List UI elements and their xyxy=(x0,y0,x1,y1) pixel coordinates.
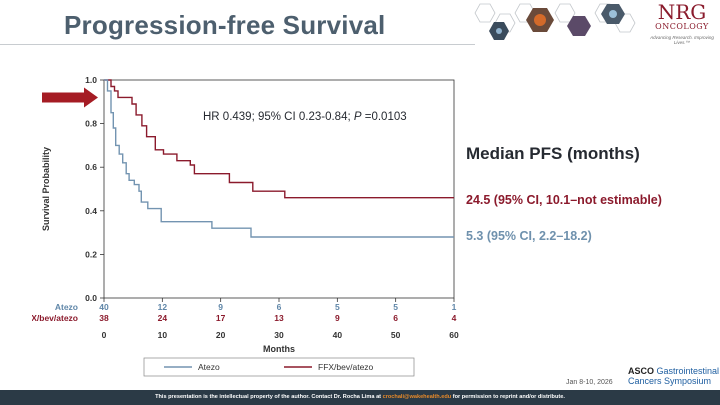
hr-annotation: HR 0.439; 95% CI 0.23-0.84; P =0.0103 xyxy=(203,111,407,123)
risk-count: 6 xyxy=(393,313,398,323)
x-tick-label: 40 xyxy=(333,330,343,340)
pointer-arrow-icon xyxy=(42,87,98,108)
asco-line1: Gastrointestinal xyxy=(656,366,720,376)
x-tick-label: 0 xyxy=(102,330,107,340)
y-axis-label: Survival Probability xyxy=(41,147,51,231)
chart-series xyxy=(104,79,454,238)
asco-line2: Cancers Symposium xyxy=(628,376,712,386)
y-tick-label: 1.0 xyxy=(85,75,97,85)
logo-tagline: Advancing Research. Improving Lives.™ xyxy=(650,35,714,45)
asco-brand: ASCO xyxy=(628,366,655,376)
median-ffx: 24.5 (95% CI, 10.1–not estimable) xyxy=(466,193,662,207)
chart-legend: Atezo FFX/bev/atezo xyxy=(143,357,415,377)
hr-p: P xyxy=(354,111,362,123)
risk-count: 40 xyxy=(99,302,109,312)
x-tick-label: 10 xyxy=(158,330,168,340)
x-tick-label: 50 xyxy=(391,330,401,340)
y-tick-label: 0.2 xyxy=(85,249,97,259)
risk-count: 38 xyxy=(99,313,109,323)
risk-count: 4 xyxy=(452,313,457,323)
risk-count: 9 xyxy=(335,313,340,323)
x-tick-label: 30 xyxy=(274,330,284,340)
hr-suffix: =0.0103 xyxy=(362,111,407,123)
risk-count: 24 xyxy=(158,313,168,323)
meeting-date: Jan 8-10, 2026 xyxy=(566,379,613,386)
legend-label: Atezo xyxy=(198,362,220,372)
median-atezo: 5.3 (95% CI, 2.2–18.2) xyxy=(466,229,592,243)
footer-email[interactable]: crochali@wakehealth.edu xyxy=(382,394,452,400)
y-tick-label: 0.6 xyxy=(85,162,97,172)
hexagon-decoration xyxy=(474,3,636,40)
risk-count: 5 xyxy=(393,302,398,312)
logo-sub: ONCOLOGY xyxy=(655,22,709,31)
x-tick-label: 20 xyxy=(216,330,226,340)
x-axis-label: Months xyxy=(263,344,295,354)
footer-notice: This presentation is the intellectual pr… xyxy=(0,390,720,405)
risk-count: 13 xyxy=(274,313,284,323)
km-curve-ffx-bev-atezo xyxy=(104,79,454,199)
risk-count: 17 xyxy=(216,313,226,323)
risk-row-label: Atezo xyxy=(55,302,78,312)
nrg-oncology-logo: NRG ONCOLOGY Advancing Research. Improvi… xyxy=(646,2,718,45)
x-tick-label: 60 xyxy=(449,330,459,340)
footer-pre: This presentation is the intellectual pr… xyxy=(155,394,383,400)
slide-title: Progression-free Survival xyxy=(64,10,386,40)
risk-count: 9 xyxy=(218,302,223,312)
km-curve-atezo xyxy=(104,79,454,238)
y-tick-label: 0.8 xyxy=(85,119,97,129)
footer-post: for permission to reprint and/or distrib… xyxy=(451,394,565,400)
risk-count: 5 xyxy=(335,302,340,312)
logo-name: NRG xyxy=(657,0,707,24)
legend-label: FFX/bev/atezo xyxy=(318,362,374,372)
km-chart: 0.0 0.2 0.4 0.6 0.8 1.0 0 10 20 30 40 50 60 Months Sur… xyxy=(32,75,459,377)
asco-logo: ASCO Gastrointestinal Cancers Symposium xyxy=(628,366,719,386)
title-divider xyxy=(0,44,475,45)
risk-count: 1 xyxy=(452,302,457,312)
risk-count: 6 xyxy=(277,302,282,312)
y-tick-label: 0.0 xyxy=(85,293,97,303)
risk-count: 12 xyxy=(158,302,168,312)
risk-row-label: FFX/bev/atezo xyxy=(32,313,78,323)
median-heading: Median PFS (months) xyxy=(466,144,640,163)
hr-prefix: HR 0.439; 95% CI 0.23-0.84; xyxy=(203,111,354,123)
chart-axes: 0.0 0.2 0.4 0.6 0.8 1.0 0 10 20 30 40 50 60 Months Sur… xyxy=(41,75,459,354)
y-tick-label: 0.4 xyxy=(85,206,97,216)
legend-box xyxy=(143,357,415,377)
